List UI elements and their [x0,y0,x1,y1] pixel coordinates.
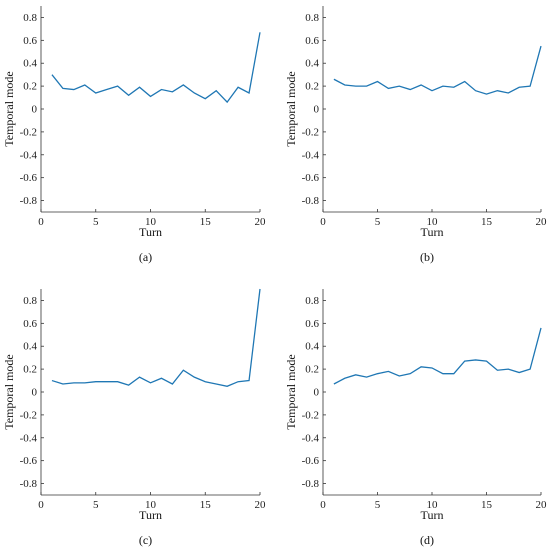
panel-caption: (a) [139,250,152,264]
y-tick-label: -0.8 [20,195,38,207]
y-tick-label: 0.6 [23,35,37,47]
y-tick-label: -0.4 [302,432,320,444]
x-tick-label: 15 [200,499,212,511]
series-line [51,32,261,104]
y-tick-label: 0.8 [23,12,37,24]
y-tick-label: 0.2 [23,364,37,376]
y-tick-label: 0 [32,104,38,116]
x-axis-label: Turn [421,225,444,239]
x-tick-label: 10 [145,216,157,228]
series-line [333,45,542,95]
x-tick-label: 20 [536,216,548,228]
x-tick-label: 20 [255,499,267,511]
panel-caption: (c) [139,533,152,547]
x-tick-label: 10 [427,216,439,228]
y-tick-label: 0.8 [305,295,319,307]
y-tick-label: 0.8 [23,295,37,307]
y-tick-label: 0 [314,104,320,116]
chart-panel-4: -0.8 -0.6 -0.4 -0.2 0 0.2 0.4 0.6 0.8 0 5 10 15 20 Tur… [284,289,547,547]
chart-panel-2: -0.8 -0.6 -0.4 -0.2 0 0.2 0.4 0.6 0.8 0 5 10 15 20 Tur… [284,6,547,264]
x-tick-label: 0 [320,499,326,511]
y-tick-label: 0 [32,387,38,399]
y-tick-label: -0.6 [302,172,320,184]
panel-caption: (d) [420,533,434,547]
x-tick-label: 0 [38,216,44,228]
chart-panel-3: -0.8 -0.6 -0.4 -0.2 0 0.2 0.4 0.6 0.8 0 5 10 15 20 Tur… [2,288,267,547]
y-axis-label: Temporal mode [284,71,298,146]
y-tick-label: -0.8 [20,478,38,490]
x-tick-label: 0 [320,216,326,228]
y-tick-label: -0.2 [302,126,319,138]
y-tick-label: 0.2 [305,364,319,376]
x-tick-label: 0 [38,499,44,511]
x-tick-label: 5 [375,499,381,511]
y-tick-label: 0.8 [305,12,319,24]
x-tick-label: 5 [93,499,99,511]
y-tick-label: 0.4 [23,58,37,70]
series-line [333,327,542,385]
y-axis-label: Temporal mode [284,354,298,429]
y-tick-label: 0.6 [305,318,319,330]
x-axis-label: Turn [421,508,444,522]
x-tick-label: 15 [481,216,493,228]
x-tick-label: 5 [375,216,381,228]
y-tick-label: 0.2 [305,81,319,93]
y-axis-label: Temporal mode [2,71,16,146]
y-tick-label: -0.4 [20,432,38,444]
y-tick-label: 0 [314,387,320,399]
x-tick-label: 15 [481,499,493,511]
x-tick-label: 20 [255,216,267,228]
x-tick-label: 10 [145,499,157,511]
y-tick-label: -0.8 [302,478,320,490]
series-line [51,288,261,387]
panel-caption: (b) [420,250,434,264]
y-tick-label: 0.4 [23,341,37,353]
x-tick-label: 20 [536,499,548,511]
y-tick-label: -0.2 [302,409,319,421]
y-tick-label: -0.6 [302,455,320,467]
y-tick-label: -0.4 [20,149,38,161]
y-tick-label: -0.6 [20,455,38,467]
y-axis-label: Temporal mode [2,354,16,429]
x-axis-label: Turn [139,225,162,239]
x-tick-label: 10 [427,499,439,511]
y-tick-label: -0.4 [302,149,320,161]
y-tick-label: 0.4 [305,58,319,70]
y-tick-label: -0.2 [20,409,37,421]
y-tick-label: 0.6 [305,35,319,47]
x-tick-label: 5 [93,216,99,228]
y-tick-label: -0.2 [20,126,37,138]
y-tick-label: -0.8 [302,195,320,207]
x-axis-label: Turn [139,508,162,522]
y-tick-label: -0.6 [20,172,38,184]
y-tick-label: 0.6 [23,318,37,330]
y-tick-label: 0.4 [305,341,319,353]
x-tick-label: 15 [200,216,212,228]
y-tick-label: 0.2 [23,81,37,93]
chart-panel-1: -0.8 -0.6 -0.4 -0.2 0 0.2 0.4 0.6 0.8 0 5 10 15 20 Tur… [2,6,266,264]
